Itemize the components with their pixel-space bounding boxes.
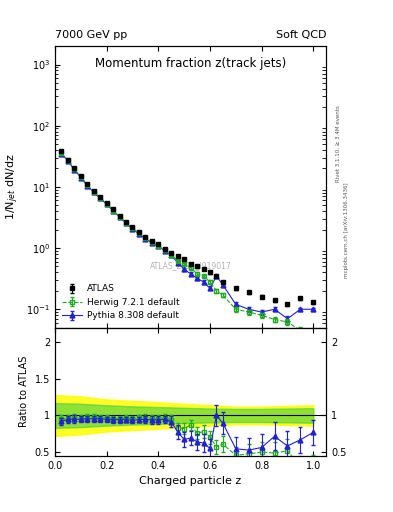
X-axis label: Charged particle z: Charged particle z: [140, 476, 242, 486]
Text: Momentum fraction z(track jets): Momentum fraction z(track jets): [95, 57, 286, 70]
Legend: ATLAS, Herwig 7.2.1 default, Pythia 8.308 default: ATLAS, Herwig 7.2.1 default, Pythia 8.30…: [59, 282, 182, 323]
Y-axis label: Ratio to ATLAS: Ratio to ATLAS: [19, 356, 29, 428]
Text: ATLAS_2011_I919017: ATLAS_2011_I919017: [150, 261, 231, 270]
Text: 7000 GeV pp: 7000 GeV pp: [55, 30, 127, 40]
Text: Rivet 3.1.10, ≥ 3.4M events: Rivet 3.1.10, ≥ 3.4M events: [336, 105, 341, 182]
Y-axis label: 1/N$_{jet}$ dN/dz: 1/N$_{jet}$ dN/dz: [4, 154, 21, 220]
Text: mcplots.cern.ch [arXiv:1306.3436]: mcplots.cern.ch [arXiv:1306.3436]: [344, 183, 349, 278]
Text: Soft QCD: Soft QCD: [276, 30, 326, 40]
